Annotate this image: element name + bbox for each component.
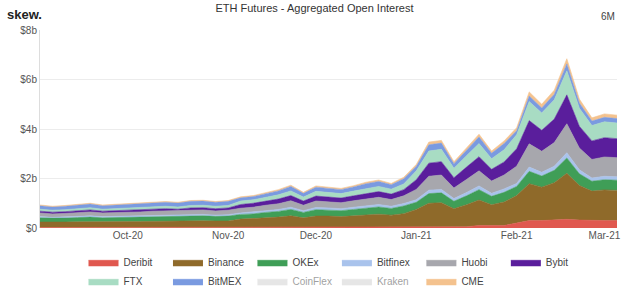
svg-text:ETH Futures - Aggregated Open: ETH Futures - Aggregated Open Interest [215,2,413,14]
svg-text:$0: $0 [26,223,38,234]
svg-text:$2b: $2b [20,173,37,184]
svg-text:Binance: Binance [208,257,245,268]
svg-text:$6b: $6b [20,74,37,85]
svg-text:Mar-21: Mar-21 [589,230,621,241]
svg-text:Oct-20: Oct-20 [113,230,143,241]
svg-text:Kraken: Kraken [377,276,409,287]
svg-text:CoinFlex: CoinFlex [292,276,331,287]
svg-text:Jan-21: Jan-21 [401,230,432,241]
svg-text:Dec-20: Dec-20 [300,230,333,241]
svg-text:BitMEX: BitMEX [208,276,242,287]
svg-text:Feb-21: Feb-21 [501,230,533,241]
svg-text:6M: 6M [601,11,615,22]
svg-text:Nov-20: Nov-20 [212,230,245,241]
svg-text:$4b: $4b [20,124,37,135]
svg-text:$8b: $8b [20,25,37,36]
svg-text:CME: CME [461,276,484,287]
svg-text:skew.: skew. [7,7,42,22]
svg-text:Bybit: Bybit [546,257,568,268]
svg-text:Deribit: Deribit [124,257,153,268]
svg-text:FTX: FTX [124,276,143,287]
svg-text:Huobi: Huobi [461,257,487,268]
svg-text:Bitfinex: Bitfinex [377,257,410,268]
svg-text:OKEx: OKEx [292,257,318,268]
